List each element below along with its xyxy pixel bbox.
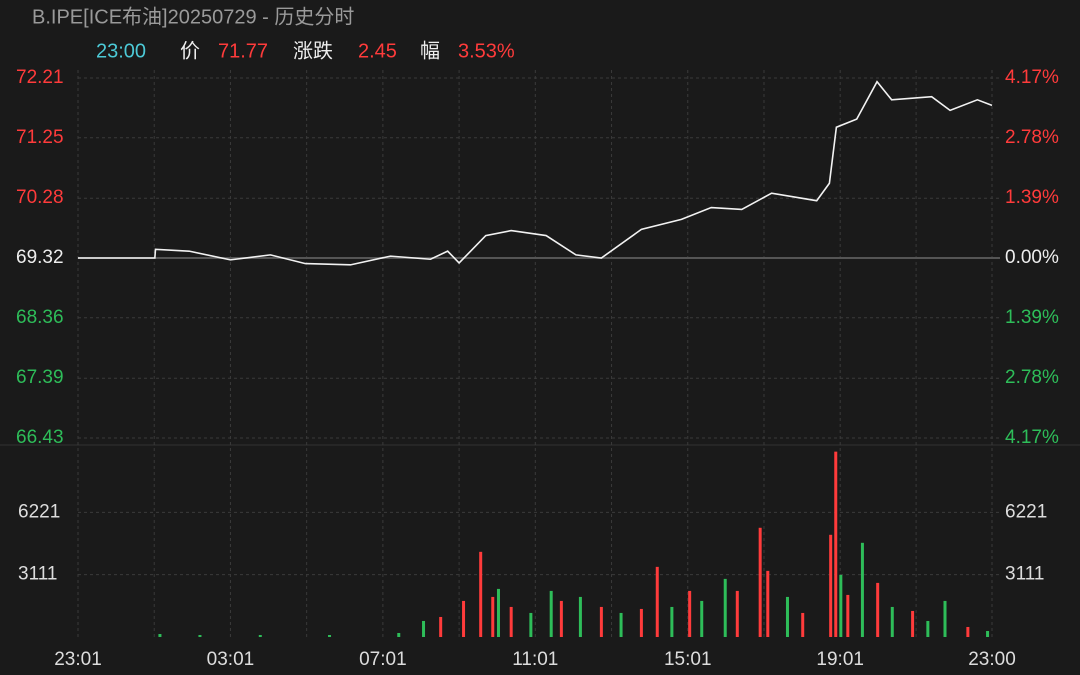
volume-bar [700, 600, 704, 637]
y2-tick-label: 2.78% [1005, 367, 1059, 388]
volume-bar [619, 612, 623, 637]
volume-bar [834, 451, 838, 637]
volume-bar [491, 596, 495, 637]
y2-tick-label: 1.39% [1005, 187, 1059, 208]
volume-bar [766, 570, 770, 637]
volume-bar [890, 606, 894, 637]
volume-bar [439, 616, 443, 637]
x-tick-label: 07:01 [359, 649, 407, 670]
x-tick-label: 23:00 [968, 649, 1016, 670]
y2-tick-label: 0.00% [1005, 247, 1059, 268]
y-tick-label: 68.36 [16, 307, 64, 328]
time: 23:00 [96, 40, 146, 62]
x-tick-label: 23:01 [54, 649, 102, 670]
y-tick-label: 66.43 [16, 427, 64, 448]
y2-tick-label: 3111 [1005, 564, 1044, 585]
y-tick-label: 3111 [18, 564, 57, 585]
change: 2.45 [358, 40, 397, 62]
y2-tick-label: 2.78% [1005, 127, 1059, 148]
y-tick-label: 72.21 [16, 67, 64, 88]
volume-bar [549, 590, 553, 637]
pct: 3.53% [458, 40, 515, 62]
pct-label: 幅 [420, 39, 440, 62]
volume-bar [986, 630, 990, 637]
volume-bar [943, 600, 947, 637]
y2-tick-label: 6221 [1005, 501, 1047, 522]
volume-bar [688, 590, 692, 637]
y-tick-label: 69.32 [16, 247, 64, 268]
volume-bar [926, 620, 930, 637]
volume-bar [758, 527, 762, 637]
volume-bar [966, 626, 970, 637]
volume-bar [670, 606, 674, 637]
y-tick-label: 71.25 [16, 127, 64, 148]
volume-bar [559, 600, 563, 637]
volume-bar [158, 633, 162, 637]
volume-bar [198, 634, 202, 637]
x-tick-label: 03:01 [207, 649, 255, 670]
volume-bar [639, 608, 643, 637]
y-tick-label: 6221 [18, 501, 60, 522]
volume-bar [462, 600, 466, 637]
chart-title: B.IPE[ICE布油]20250729 - 历史分时 [32, 5, 354, 28]
volume-bar [509, 606, 513, 637]
volume-bar [846, 594, 850, 637]
price: 71.77 [218, 40, 268, 62]
volume-bar [397, 632, 401, 637]
volume-bar [801, 612, 805, 637]
volume-bar [328, 634, 332, 637]
price-label: 价 [180, 40, 200, 62]
change-label: 涨跌 [293, 39, 333, 62]
volume-bar [655, 566, 659, 637]
volume-bar [911, 610, 915, 637]
volume-bar [529, 612, 533, 637]
x-tick-label: 15:01 [664, 649, 712, 670]
volume-bar [876, 582, 880, 637]
y2-tick-label: 4.17% [1005, 427, 1059, 448]
y-tick-label: 70.28 [16, 187, 64, 208]
x-tick-label: 11:01 [512, 649, 558, 670]
y2-tick-label: 4.17% [1005, 67, 1059, 88]
y-tick-label: 67.39 [16, 367, 64, 388]
price-line [78, 80, 993, 266]
volume-bar [258, 634, 262, 637]
volume-bar [829, 534, 833, 637]
y2-tick-label: 1.39% [1005, 307, 1059, 328]
volume-bar [578, 596, 582, 637]
volume-bar [735, 590, 739, 637]
volume-bar [723, 578, 727, 637]
volume-bar [422, 620, 426, 637]
volume-bar [839, 574, 843, 637]
volume-bar [496, 588, 500, 637]
x-tick-label: 19:01 [816, 649, 864, 670]
volume-bar [599, 606, 603, 637]
volume-bar [860, 542, 864, 637]
volume-bar [785, 596, 789, 637]
volume-bar [479, 551, 483, 637]
